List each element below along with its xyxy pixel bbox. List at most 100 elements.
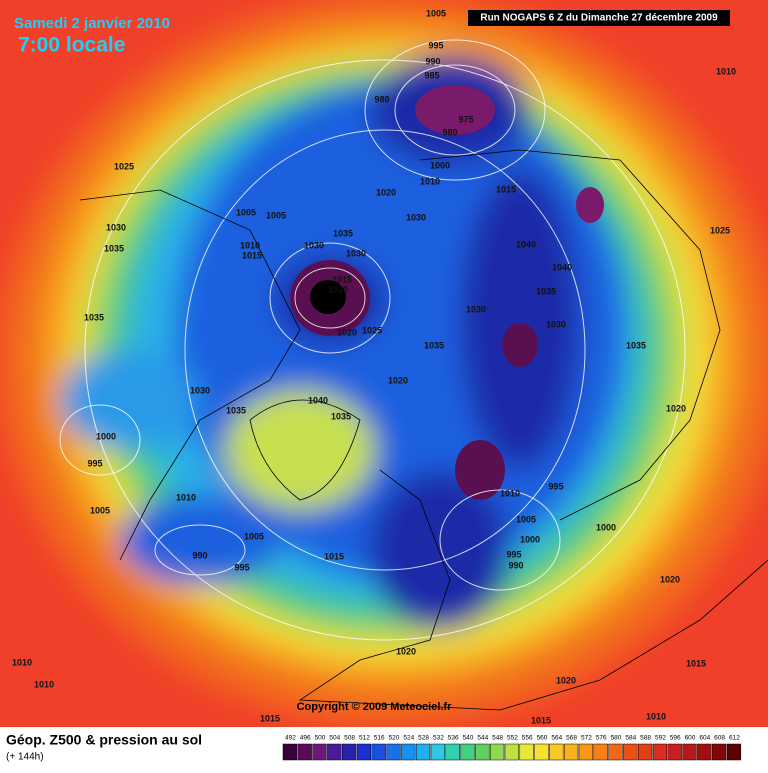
isobar-label: 1000 [96, 431, 116, 441]
isobar-label: 1000 [430, 160, 450, 170]
colorbar-cell [504, 743, 520, 761]
colorbar-cell [356, 743, 372, 761]
colorbar-tick-label: 572 [581, 735, 592, 742]
isobar-label: 1005 [516, 514, 536, 524]
colorbar-cell [371, 743, 386, 761]
colorbar-tick-label: 504 [329, 735, 340, 742]
colorbar-tick-label: 520 [389, 735, 400, 742]
colorbar-cell [637, 743, 653, 761]
colorbar-tick-label: 608 [714, 735, 725, 742]
colorbar-tick-label: 552 [507, 735, 518, 742]
isobar-label: 1010 [34, 679, 54, 689]
isobar-label: 1035 [84, 312, 104, 322]
coastlines [79, 149, 768, 711]
colorbar-tick-label: 516 [374, 735, 385, 742]
isobar-label: 1005 [266, 210, 286, 220]
isobar-label: 980 [442, 127, 457, 137]
colorbar-tick-label: 512 [359, 735, 370, 742]
isobar-label: 1015 [332, 274, 352, 284]
isobar-label: 1035 [424, 340, 444, 350]
colorbar-tick-label: 492 [285, 735, 296, 742]
isobar-label: 1000 [596, 522, 616, 532]
colorbar-tick-label: 568 [566, 735, 577, 742]
isobar-label: 1040 [552, 262, 572, 272]
colorbar-cell [401, 743, 416, 761]
colorbar-cell [534, 743, 549, 761]
isobar-label: 1010 [716, 66, 736, 76]
colorbar-cell [682, 743, 697, 761]
colorbar-cell [282, 743, 298, 761]
footer-subtitle: (+ 144h) [6, 752, 44, 763]
isobar-label: 975 [458, 114, 473, 124]
isobar-label: 985 [424, 70, 439, 80]
geopotential-field [0, 0, 768, 727]
colorbar-tick-label: 564 [551, 735, 562, 742]
isobar-label: 1005 [90, 505, 110, 515]
isobar-label: 1020 [337, 327, 357, 337]
time: 7:00 locale [18, 34, 125, 57]
isobar-label: 1030 [466, 304, 486, 314]
isobar-label: 1015 [242, 250, 262, 260]
colorbar-cell [312, 743, 327, 761]
colorbar-cell [489, 743, 505, 761]
isobar-label: 1040 [516, 239, 536, 249]
colorbar-tick-label: 500 [315, 735, 326, 742]
isobar-label: 1020 [666, 403, 686, 413]
colorbar-cell [519, 743, 534, 761]
isobar-label: 990 [192, 550, 207, 560]
colorbar-cell [697, 743, 712, 761]
colorbar-tick-label: 536 [448, 735, 459, 742]
colorbar-tick-label: 532 [433, 735, 444, 742]
isobar-label: 1040 [308, 395, 328, 405]
colorbar-cell [593, 743, 608, 761]
isobar-label: 1035 [536, 286, 556, 296]
colorbar-cell [327, 743, 342, 761]
isobar-label: 1030 [304, 240, 324, 250]
colorbar-cell [578, 743, 594, 761]
isobar-label: 1005 [244, 531, 264, 541]
isobar-label: 1020 [396, 646, 416, 656]
isobar-label: 1010 [12, 657, 32, 667]
isobar-label: 1015 [496, 184, 516, 194]
isobar-label: 1005 [426, 8, 446, 18]
isobar-label: 1015 [324, 551, 344, 561]
colorbar-tick-label: 540 [463, 735, 474, 742]
isobar-label: 1025 [710, 225, 730, 235]
isobar-label: 1010 [240, 240, 260, 250]
run-banner [468, 10, 730, 26]
isobar-label: 1030 [106, 222, 126, 232]
isobar-label: 1020 [388, 375, 408, 385]
isobar-label: 1020 [556, 675, 576, 685]
colorbar-tick-label: 544 [477, 735, 488, 742]
colorbar-tick-label: 580 [611, 735, 622, 742]
isobar-label: 1015 [531, 715, 551, 725]
colorbar-cell [652, 743, 668, 761]
isobar-label: 1000 [520, 534, 540, 544]
isobar-label: 995 [428, 40, 443, 50]
colorbar-cell [623, 743, 638, 761]
colorbar-cell [563, 743, 579, 761]
isobar-label: 995 [234, 562, 249, 572]
isobar-label: 1010 [420, 176, 440, 186]
colorbar-tick-label: 528 [418, 735, 429, 742]
isobar-label: 980 [374, 94, 389, 104]
isobars [59, 39, 686, 641]
colorbar-cell [711, 743, 727, 761]
isobar-label: 995 [87, 458, 102, 468]
colorbar-tick-label: 560 [537, 735, 548, 742]
isobar-label: 1010 [176, 492, 196, 502]
isobar-label: 1015 [260, 713, 280, 723]
colorbar-tick-label: 524 [403, 735, 414, 742]
copyright: Copyright © 2009 Meteociel.fr [297, 701, 453, 713]
colorbar-cell [297, 743, 312, 761]
isobar-label: 990 [425, 56, 440, 66]
colorbar-cell [430, 743, 446, 761]
colorbar-cell [549, 743, 564, 761]
colorbar-tick-label: 496 [300, 735, 311, 742]
isobar-label: 1035 [333, 228, 353, 238]
isobar-label: 1030 [190, 385, 210, 395]
isobar-label: 1015 [686, 658, 706, 668]
